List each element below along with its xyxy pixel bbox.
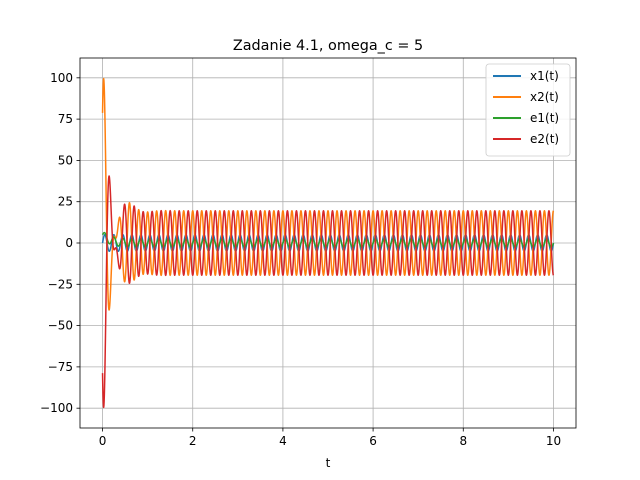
y-tick-label: −25: [48, 277, 73, 291]
series-line-e2t: [101, 175, 555, 409]
x-tick-label: 2: [189, 434, 197, 448]
x-tick-label: 0: [99, 434, 107, 448]
x-tick-label: 10: [546, 434, 561, 448]
x-tick-label: 4: [279, 434, 287, 448]
y-tick-label: −100: [40, 401, 73, 415]
y-tick-label: 50: [58, 153, 73, 167]
chart-title: Zadanie 4.1, omega_c = 5: [233, 38, 423, 54]
y-tick-label: 100: [50, 71, 73, 85]
legend-box: [485, 63, 571, 157]
y-tick-label: 0: [65, 236, 73, 250]
legend-label: x2(t): [530, 90, 559, 104]
series-line-x2t: [101, 77, 555, 311]
series-lines: [101, 77, 555, 409]
legend-label: x1(t): [530, 69, 559, 83]
y-tick-label: 75: [58, 112, 73, 126]
y-tick-label: −75: [48, 360, 73, 374]
axis-ticks: 0 2 4 6 8 10 −100 −75 −50 −25 0 25 50 75 100: [40, 71, 561, 448]
x-axis-label: t: [326, 456, 331, 470]
legend-label: e2(t): [530, 132, 559, 146]
y-tick-label: −50: [48, 319, 73, 333]
legend: x1(t) x2(t) e1(t) e2(t): [485, 63, 571, 157]
x-tick-label: 8: [459, 434, 467, 448]
x-tick-label: 6: [369, 434, 377, 448]
legend-label: e1(t): [530, 111, 559, 125]
y-tick-label: 25: [58, 195, 73, 209]
